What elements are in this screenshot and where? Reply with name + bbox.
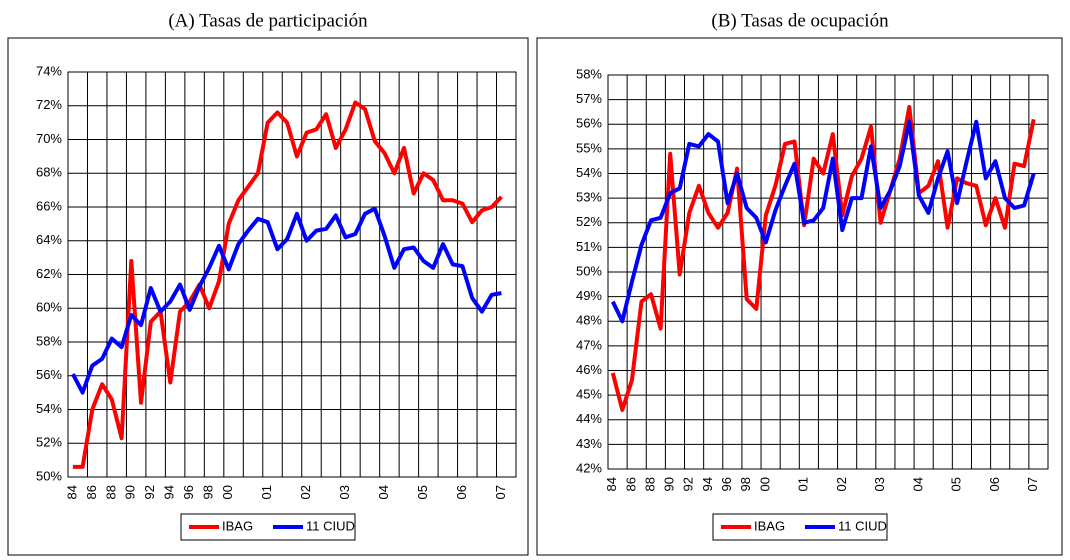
x-tick-label: 92 (142, 485, 157, 499)
y-tick-label: 56% (576, 116, 602, 131)
y-tick-label: 50% (36, 468, 62, 483)
y-tick-label: 58% (576, 66, 602, 81)
y-tick-label: 48% (576, 313, 602, 328)
x-tick-label: 04 (376, 485, 391, 499)
y-tick-label: 57% (576, 91, 602, 106)
y-tick-label: 68% (36, 165, 62, 180)
panel-title: (B) Tasas de ocupación (711, 10, 889, 31)
x-tick-label: 07 (1025, 477, 1040, 491)
y-tick-label: 44% (576, 411, 602, 426)
y-tick-label: 64% (36, 232, 62, 247)
y-tick-label: 54% (36, 401, 62, 416)
x-tick-label: 90 (123, 485, 138, 499)
x-tick-label: 90 (662, 477, 677, 491)
y-tick-label: 60% (36, 300, 62, 315)
legend-label: 11 CIUD (306, 518, 355, 533)
x-tick-label: 96 (719, 477, 734, 491)
x-tick-label: 06 (454, 485, 469, 499)
plot-frame (607, 74, 1049, 470)
legend-label: 11 CIUD (838, 518, 887, 533)
series-line (610, 119, 1036, 324)
y-tick-label: 51% (576, 239, 602, 254)
x-tick-label: 98 (738, 477, 753, 491)
series-line (72, 100, 503, 469)
x-tick-label: 98 (201, 485, 216, 499)
y-tick-label: 49% (576, 288, 602, 303)
y-tick-label: 53% (576, 190, 602, 205)
x-tick-label: 01 (259, 485, 274, 499)
legend-label: IBAG (754, 518, 785, 533)
y-tick-label: 52% (36, 435, 62, 450)
legend-label: IBAG (222, 518, 253, 533)
y-tick-label: 42% (576, 460, 602, 475)
plot-frame (67, 71, 517, 478)
x-tick-label: 03 (872, 477, 887, 491)
y-tick-label: 66% (36, 198, 62, 213)
y-tick-label: 74% (36, 63, 62, 78)
x-tick-label: 94 (700, 477, 715, 491)
y-tick-label: 45% (576, 387, 602, 402)
x-tick-label: 05 (949, 477, 964, 491)
y-tick-label: 47% (576, 337, 602, 352)
x-tick-label: 88 (642, 477, 657, 491)
x-tick-label: 92 (681, 477, 696, 491)
y-tick-label: 55% (576, 140, 602, 155)
y-tick-label: 50% (576, 263, 602, 278)
y-tick-label: 52% (576, 214, 602, 229)
x-tick-label: 84 (64, 485, 79, 499)
x-tick-label: 07 (493, 485, 508, 499)
y-tick-label: 72% (36, 97, 62, 112)
x-tick-label: 06 (987, 477, 1002, 491)
x-tick-label: 00 (220, 485, 235, 499)
y-tick-label: 62% (36, 266, 62, 281)
x-tick-label: 03 (337, 485, 352, 499)
x-tick-label: 00 (757, 477, 772, 491)
y-tick-label: 46% (576, 362, 602, 377)
x-tick-label: 05 (415, 485, 430, 499)
y-tick-label: 54% (576, 165, 602, 180)
x-tick-label: 88 (103, 485, 118, 499)
x-tick-label: 86 (623, 477, 638, 491)
x-tick-label: 84 (604, 477, 619, 491)
y-tick-label: 70% (36, 131, 62, 146)
y-tick-label: 58% (36, 333, 62, 348)
y-tick-label: 56% (36, 367, 62, 382)
x-tick-label: 04 (910, 477, 925, 491)
x-tick-label: 01 (796, 477, 811, 491)
x-tick-label: 94 (162, 485, 177, 499)
x-tick-label: 02 (298, 485, 313, 499)
series-line (71, 206, 502, 395)
x-tick-label: 96 (181, 485, 196, 499)
panel-title: (A) Tasas de participación (168, 10, 368, 31)
y-tick-label: 43% (576, 436, 602, 451)
x-tick-label: 86 (84, 485, 99, 499)
x-tick-label: 02 (834, 477, 849, 491)
